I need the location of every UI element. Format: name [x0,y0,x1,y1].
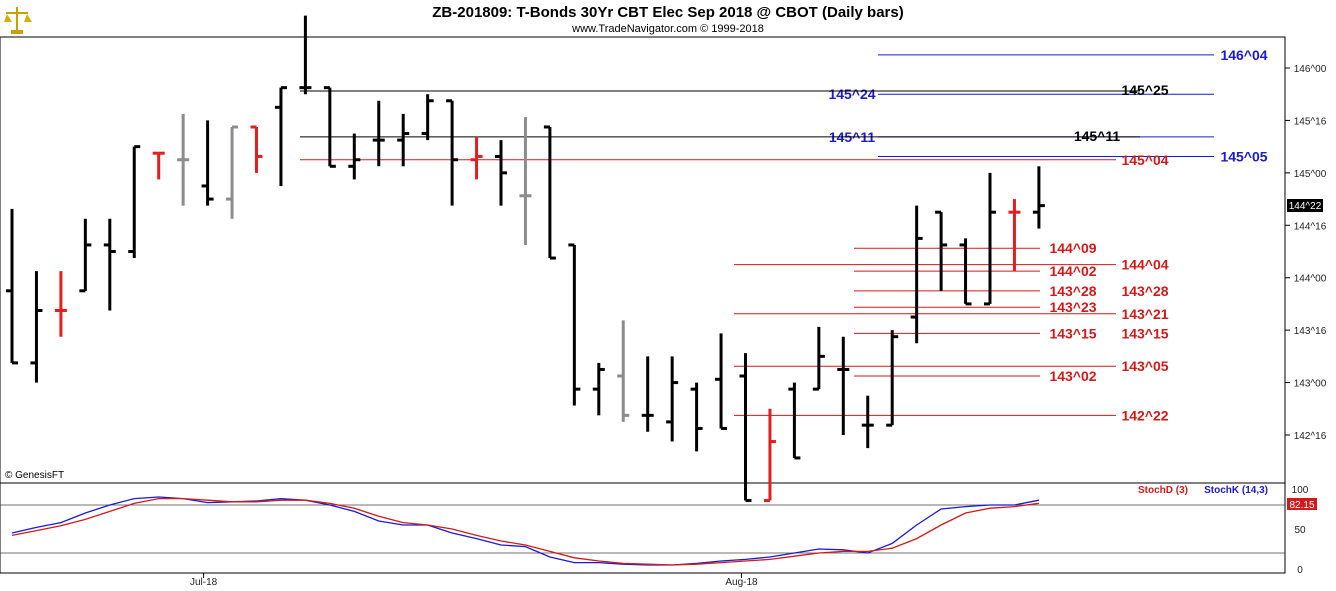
ohlc-bar [519,117,532,245]
ohlc-bar [641,356,654,432]
stochk-legend: StochK (14,3) [1204,485,1268,496]
ohlc-bar [54,271,67,337]
ohlc-bar [250,125,263,173]
ohlc-bar [201,120,214,206]
chart-subtitle: www.TradeNavigator.com © 1999-2018 [571,23,764,35]
red-level-label: 143^05 [1121,358,1168,374]
ohlc-bar [103,218,116,311]
ohlc-bar [446,99,459,206]
ohlc-bar [299,15,312,95]
indicator-panel [0,482,1286,574]
ohlc-bar [837,336,850,435]
ohlc-bar [495,140,507,206]
ohlc-bar [323,86,336,168]
blue-level-label: 145^05 [1220,148,1267,164]
watermark: © GenesisFT [5,470,64,481]
ohlc-bar [935,210,948,291]
ohlc-bar [1032,166,1045,229]
stochd-line [11,497,1039,566]
red-level-label: 145^04 [1121,152,1168,168]
last-price-box [1287,199,1323,212]
blue-level-label: 146^04 [1220,47,1267,63]
scales-logo-icon [4,7,32,34]
y-tick-label: 144^00 [1294,274,1327,285]
stoch-last-box [1287,498,1317,510]
ohlc-bar [690,382,703,452]
ohlc-bar [592,362,605,416]
blue-level-label: 145^24 [828,86,875,102]
black-level-label: 145^25 [1121,82,1168,98]
ohlc-bar [152,151,165,180]
red-level-label: 143^28 [1121,283,1168,299]
ohlc-bar [177,113,190,206]
ohlc-bar [886,330,899,427]
stoch-y-tick-label: 100 [1292,485,1309,496]
ohlc-bar [274,86,287,186]
red-level-label: 143^15 [1049,325,1096,341]
red-level-label: 142^22 [1121,407,1168,423]
red-level-label: 144^09 [1049,240,1096,256]
ohlc-bar [715,333,728,430]
ohlc-bar [763,408,776,503]
red-level-label: 144^04 [1121,257,1168,273]
ohlc-bar [617,320,630,422]
ohlc-bar [788,382,801,460]
ohlc-bar [397,113,410,167]
x-tick-label: Jul-18 [190,577,218,588]
ohlc-bar [568,243,581,406]
y-tick-label: 144^16 [1294,221,1327,232]
ohlc-bar [6,208,18,365]
red-level-label: 143^15 [1121,325,1168,341]
stoch-y-tick-label: 0 [1297,565,1303,576]
red-level-label: 143^21 [1121,306,1168,322]
y-tick-label: 142^16 [1294,431,1327,442]
last-price-label: 144^22 [1289,201,1322,212]
ohlc-bar [348,133,361,180]
ohlc-bar [470,136,483,180]
ohlc-bar [984,172,996,306]
ohlc-bar [372,100,385,167]
y-tick-label: 146^00 [1294,64,1327,75]
ohlc-bar [30,271,43,383]
stochk-line [11,496,1040,566]
stoch-y-tick-label: 50 [1294,525,1306,536]
red-level-label: 143^02 [1049,368,1096,384]
ohlc-bar [1008,199,1021,272]
ohlc-bar [226,125,239,219]
stochd-legend: StochD (3) [1138,485,1188,496]
black-level-label: 145^11 [1074,128,1121,144]
x-tick-label: Aug-18 [725,577,758,588]
red-level-label: 143^28 [1049,283,1096,299]
ohlc-bar [861,395,874,449]
stoch-last-value: 82.15 [1289,500,1314,511]
y-tick-label: 143^00 [1294,379,1327,390]
ohlc-bar [812,326,825,391]
ohlc-bar [421,94,434,141]
ohlc-bar [666,356,679,442]
red-level-label: 143^23 [1049,299,1096,315]
ohlc-bar [79,218,92,293]
ohlc-bar [910,205,923,344]
ohlc-bar [128,145,141,259]
ohlc-bar [739,353,752,503]
ohlc-bar [543,125,556,260]
y-tick-label: 143^16 [1294,326,1327,337]
y-tick-label: 145^16 [1294,116,1327,127]
y-tick-label: 145^00 [1294,169,1327,180]
chart-title: ZB-201809: T-Bonds 30Yr CBT Elec Sep 201… [432,4,903,21]
red-level-label: 144^02 [1049,263,1096,279]
ohlc-bar [959,238,972,306]
